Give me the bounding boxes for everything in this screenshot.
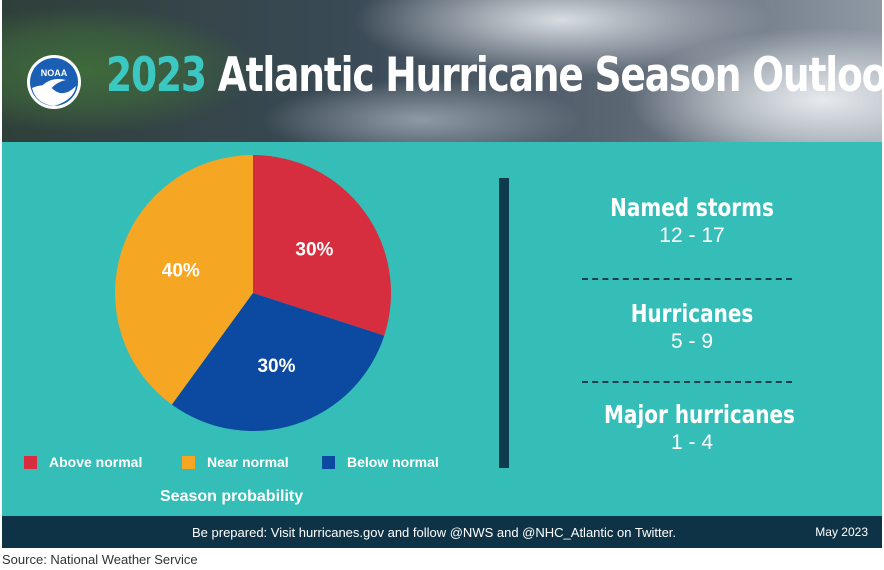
stat-named-storms: Named storms 12 - 17 xyxy=(582,193,802,248)
legend-label-above-normal: Above normal xyxy=(49,454,143,470)
legend-label-near-normal: Near normal xyxy=(207,454,289,470)
pie-slice-above-normal xyxy=(253,155,391,336)
stat-label: Named storms xyxy=(610,193,774,222)
legend-swatch-near-normal xyxy=(182,455,195,469)
chart-caption: Season probability xyxy=(160,488,304,505)
satellite-banner: NOAA 2023 Atlantic Hurricane Season Outl… xyxy=(2,0,882,142)
noaa-logo: NOAA xyxy=(27,55,81,109)
stat-value: 5 - 9 xyxy=(670,330,714,353)
legend-label-below-normal: Below normal xyxy=(347,454,439,470)
pie-slice-below-normal xyxy=(171,293,385,431)
pie-label-near-normal: 40% xyxy=(162,261,200,282)
vertical-divider xyxy=(499,178,509,468)
dotted-separator xyxy=(582,381,792,383)
pie-slice-near-normal xyxy=(115,155,253,405)
dotted-separator xyxy=(582,278,792,280)
footer-message: Be prepared: Visit hurricanes.gov and fo… xyxy=(192,525,677,540)
footer-date: May 2023 xyxy=(815,525,868,539)
pie-label-below-normal: 30% xyxy=(257,356,295,377)
stat-value: 12 - 17 xyxy=(659,224,725,247)
pie-label-above-normal: 30% xyxy=(295,239,333,260)
legend-item-above-normal: Above normal xyxy=(24,454,142,470)
infographic-card: NOAA 2023 Atlantic Hurricane Season Outl… xyxy=(2,0,882,548)
stat-value: 1 - 4 xyxy=(670,431,714,454)
source-caption: Source: National Weather Service xyxy=(2,552,198,567)
legend-swatch-above-normal xyxy=(24,455,37,469)
stat-label: Major hurricanes xyxy=(604,400,795,429)
stat-hurricanes: Hurricanes 5 - 9 xyxy=(582,299,802,354)
legend-swatch-below-normal xyxy=(322,455,335,469)
probability-pie-chart: 40% 30% 30% xyxy=(115,155,391,431)
footer-bar: Be prepared: Visit hurricanes.gov and fo… xyxy=(2,516,882,548)
page-title: 2023 Atlantic Hurricane Season Outlook xyxy=(106,48,882,103)
legend-item-below-normal: Below normal xyxy=(322,454,439,470)
noaa-logo-text: NOAA xyxy=(41,68,68,78)
chart-legend: Above normal Near normal Below normal xyxy=(24,454,464,474)
stat-label: Hurricanes xyxy=(630,299,754,328)
stat-major-hurricanes: Major hurricanes 1 - 4 xyxy=(582,400,802,455)
title-text: Atlantic Hurricane Season Outlook xyxy=(217,48,882,103)
title-year: 2023 xyxy=(106,48,207,103)
legend-item-near-normal: Near normal xyxy=(182,454,289,470)
